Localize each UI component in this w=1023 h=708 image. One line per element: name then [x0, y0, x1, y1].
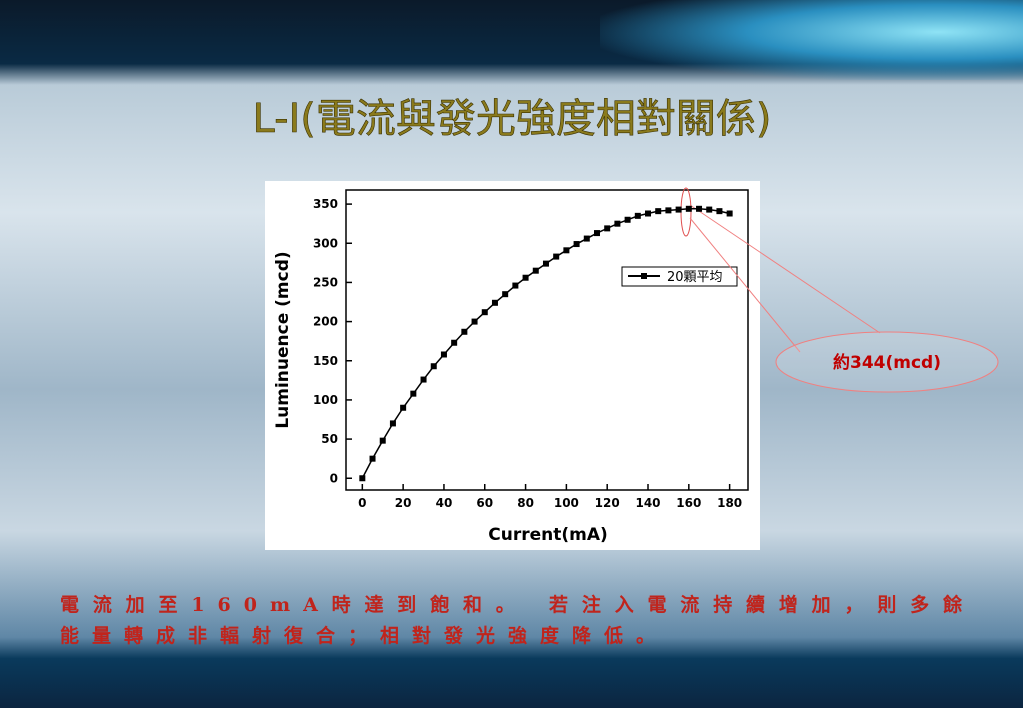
legend-marker [641, 273, 647, 279]
data-point [461, 328, 468, 335]
y-tick-label: 250 [313, 275, 338, 289]
data-point [359, 475, 366, 482]
callout-text: 約344(mcd) [833, 352, 941, 373]
data-point [696, 205, 703, 212]
x-tick-label: 100 [554, 496, 579, 510]
data-point [706, 206, 713, 213]
data-point [665, 207, 672, 214]
legend-label: 20顆平均 [667, 270, 723, 285]
data-point [542, 260, 549, 267]
data-point [604, 225, 611, 232]
data-point [634, 212, 641, 219]
x-tick-label: 140 [635, 496, 660, 510]
body-text: 電流加至160mA時達到飽和。 若注入電流持續增加，則多餘能量轉成非輻射復合；相… [60, 594, 975, 647]
data-point [522, 274, 529, 281]
data-point [573, 241, 580, 248]
x-tick-label: 60 [476, 496, 493, 510]
x-tick-label: 80 [517, 496, 534, 510]
x-tick-label: 120 [595, 496, 620, 510]
background-glow [600, 0, 1023, 80]
data-point [430, 363, 437, 370]
y-tick-label: 350 [313, 197, 338, 211]
data-point [716, 208, 723, 215]
data-point [593, 230, 600, 237]
chart-panel [265, 181, 760, 550]
y-tick-label: 0 [330, 471, 338, 485]
data-point [532, 267, 539, 274]
data-point [614, 220, 621, 227]
data-point [471, 318, 478, 325]
y-tick-label: 100 [313, 393, 338, 407]
x-tick-label: 180 [717, 496, 742, 510]
data-point [553, 253, 560, 260]
data-point [491, 299, 498, 306]
y-axis-label: Luminuence (mcd) [273, 251, 293, 428]
data-point [583, 235, 590, 242]
x-tick-label: 160 [676, 496, 701, 510]
data-point [502, 291, 509, 298]
callout-line [689, 217, 801, 353]
data-point [400, 404, 407, 411]
callout-ellipse [775, 331, 999, 393]
y-tick-label: 150 [313, 354, 338, 368]
data-point [420, 376, 427, 383]
plot-frame [345, 189, 749, 491]
x-tick-label: 0 [358, 496, 366, 510]
data-point [685, 205, 692, 212]
data-point [389, 420, 396, 427]
data-point [440, 351, 447, 358]
data-point [410, 390, 417, 397]
data-point [655, 208, 662, 215]
y-tick-label: 300 [313, 236, 338, 250]
callout-line [689, 204, 881, 334]
data-point [645, 210, 652, 217]
data-point [481, 309, 488, 316]
data-point [563, 247, 570, 254]
data-point [379, 437, 386, 444]
x-tick-label: 20 [395, 496, 412, 510]
x-tick-label: 40 [436, 496, 453, 510]
data-point [451, 339, 458, 346]
data-point [624, 216, 631, 223]
x-axis-label: Current(mA) [488, 525, 608, 545]
data-point [726, 210, 733, 217]
y-tick-label: 50 [321, 432, 338, 446]
y-tick-label: 200 [313, 315, 338, 329]
data-point [369, 455, 376, 462]
data-point [675, 206, 682, 213]
data-point [512, 282, 519, 289]
slide-title: L-I(電流與發光強度相對關係) [252, 96, 771, 142]
legend-box [621, 266, 738, 287]
